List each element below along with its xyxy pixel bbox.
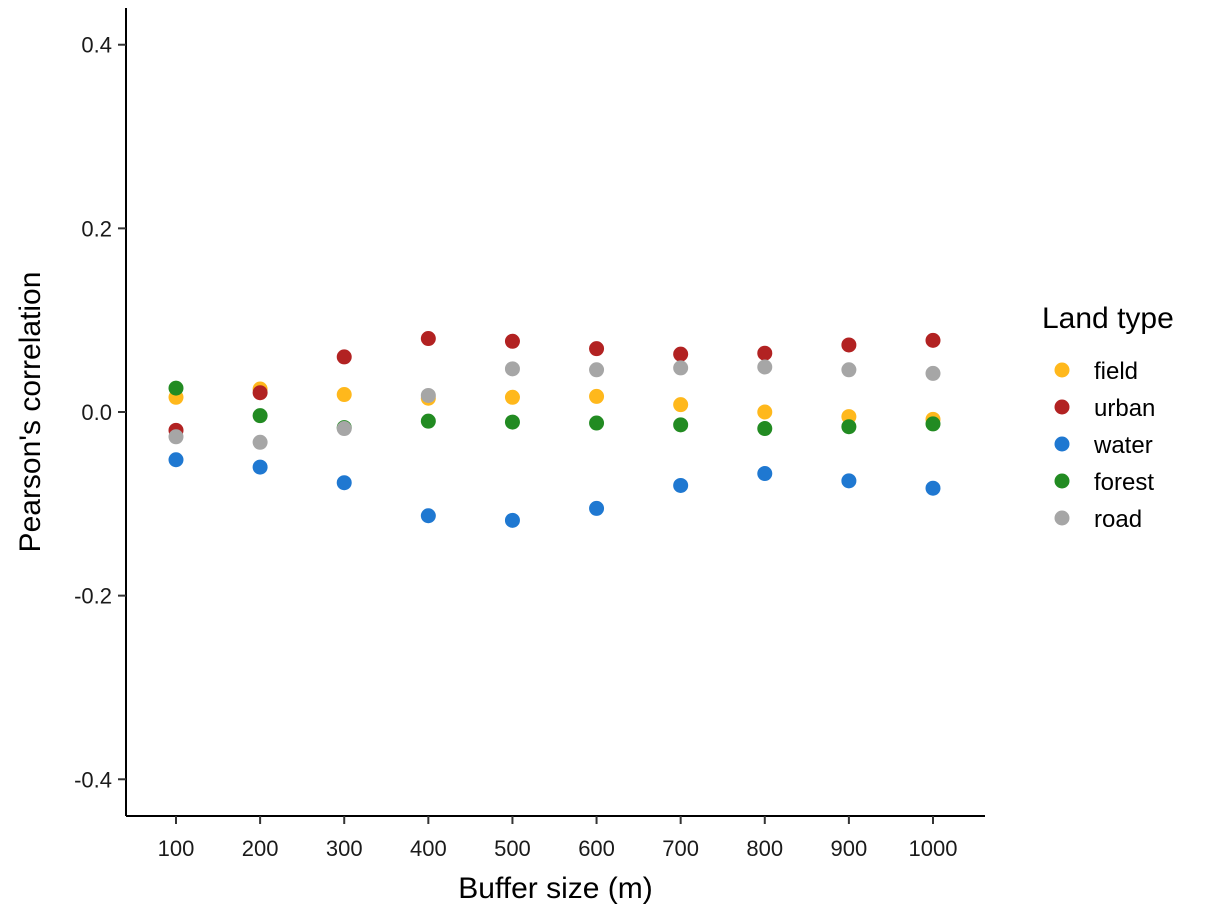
point-forest-400 bbox=[420, 413, 436, 429]
x-tick-label: 300 bbox=[326, 836, 363, 861]
legend-label-field: field bbox=[1094, 358, 1138, 385]
point-road-100 bbox=[168, 429, 184, 445]
x-tick-label: 400 bbox=[410, 836, 447, 861]
point-urban-900 bbox=[841, 337, 857, 353]
y-axis-title: Pearson's correlation bbox=[14, 272, 47, 553]
point-road-300 bbox=[336, 421, 352, 437]
point-forest-500 bbox=[504, 414, 520, 430]
point-road-200 bbox=[252, 434, 268, 450]
legend-label-urban: urban bbox=[1094, 395, 1155, 422]
point-water-600 bbox=[589, 500, 605, 516]
point-urban-300 bbox=[336, 349, 352, 365]
point-field-700 bbox=[673, 397, 689, 413]
point-water-100 bbox=[168, 452, 184, 468]
x-tick-label: 700 bbox=[662, 836, 699, 861]
y-tick-label: 0.0 bbox=[81, 400, 112, 425]
point-urban-200 bbox=[252, 385, 268, 401]
point-urban-400 bbox=[420, 331, 436, 347]
point-water-800 bbox=[757, 466, 773, 482]
point-water-700 bbox=[673, 477, 689, 493]
point-road-1000 bbox=[925, 365, 941, 381]
point-water-300 bbox=[336, 475, 352, 491]
point-forest-100 bbox=[168, 380, 184, 396]
y-tick-label: -0.4 bbox=[74, 767, 112, 792]
point-water-900 bbox=[841, 473, 857, 489]
x-tick-label: 500 bbox=[494, 836, 531, 861]
legend-label-water: water bbox=[1093, 432, 1153, 459]
point-forest-700 bbox=[673, 417, 689, 433]
y-tick-label: 0.2 bbox=[81, 216, 112, 241]
data-points bbox=[168, 331, 941, 528]
point-water-500 bbox=[504, 512, 520, 528]
axes: -0.4 -0.2 0.0 0.2 0.4 100 200 300 400 500 600 700 80… bbox=[74, 8, 985, 861]
y-tick-label: -0.2 bbox=[74, 584, 112, 609]
point-urban-700 bbox=[673, 346, 689, 362]
point-field-500 bbox=[504, 389, 520, 405]
legend-key-water bbox=[1054, 436, 1070, 452]
x-tick-label: 900 bbox=[831, 836, 868, 861]
legend: Land type field urban water forest road bbox=[1042, 302, 1174, 533]
point-field-800 bbox=[757, 404, 773, 420]
point-water-200 bbox=[252, 459, 268, 475]
point-forest-900 bbox=[841, 419, 857, 435]
legend-label-road: road bbox=[1094, 506, 1142, 533]
point-road-400 bbox=[420, 387, 436, 403]
x-axis-title: Buffer size (m) bbox=[458, 872, 653, 905]
point-urban-1000 bbox=[925, 332, 941, 348]
legend-key-urban bbox=[1054, 399, 1070, 415]
point-road-900 bbox=[841, 362, 857, 378]
point-urban-800 bbox=[757, 345, 773, 361]
legend-key-field bbox=[1054, 362, 1070, 378]
point-road-800 bbox=[757, 359, 773, 375]
x-tick-label: 600 bbox=[578, 836, 615, 861]
point-urban-600 bbox=[589, 341, 605, 357]
point-water-1000 bbox=[925, 480, 941, 496]
x-tick-label: 800 bbox=[746, 836, 783, 861]
point-forest-600 bbox=[589, 415, 605, 431]
point-field-300 bbox=[336, 387, 352, 403]
point-road-700 bbox=[673, 360, 689, 376]
y-tick-label: 0.4 bbox=[81, 33, 112, 58]
point-water-400 bbox=[420, 508, 436, 524]
x-tick-label: 100 bbox=[158, 836, 195, 861]
legend-key-road bbox=[1054, 510, 1070, 526]
point-road-600 bbox=[589, 362, 605, 378]
legend-label-forest: forest bbox=[1094, 469, 1154, 496]
point-road-500 bbox=[504, 361, 520, 377]
x-tick-label: 200 bbox=[242, 836, 279, 861]
point-forest-800 bbox=[757, 421, 773, 437]
legend-key-forest bbox=[1054, 473, 1070, 489]
x-tick-label: 1000 bbox=[909, 836, 958, 861]
legend-title: Land type bbox=[1042, 302, 1174, 335]
point-urban-500 bbox=[504, 333, 520, 349]
point-forest-1000 bbox=[925, 416, 941, 432]
point-field-600 bbox=[589, 388, 605, 404]
point-forest-200 bbox=[252, 408, 268, 424]
